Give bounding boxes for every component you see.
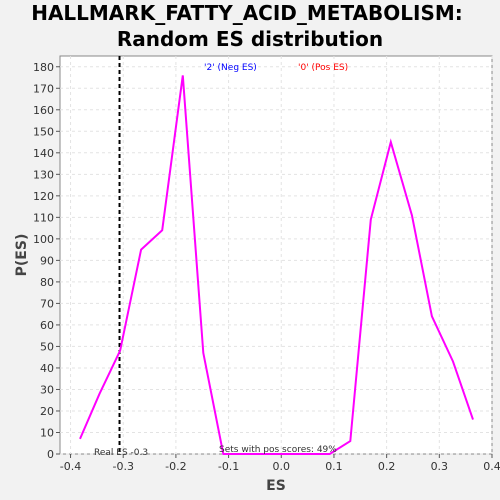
chart-title-line-2: Random ES distribution (117, 27, 383, 51)
chart-title-line-1: HALLMARK_FATTY_ACID_METABOLISM: (31, 1, 463, 25)
y-tick-label: 50 (40, 340, 54, 353)
series-line (79, 75, 474, 455)
y-tick-label: 0 (47, 448, 54, 461)
y-tick-label: 120 (33, 190, 54, 203)
plot-area (59, 55, 493, 455)
x-axis-ticks: -0.4 -0.3 -0.2 -0.1 0.0 0.1 0.2 0.3 0.4 (60, 454, 500, 473)
y-tick-label: 100 (33, 233, 54, 246)
x-tick-label: -0.4 (60, 460, 81, 473)
y-tick-label: 90 (40, 254, 54, 267)
y-tick-label: 10 (40, 426, 54, 439)
y-tick-label: 160 (33, 104, 54, 117)
y-tick-label: 70 (40, 297, 54, 310)
x-axis-label: ES (266, 478, 286, 494)
y-axis-ticks: 0 10 20 30 40 50 60 70 80 90 100 110 120 130 140 150 160… (33, 61, 60, 461)
y-tick-label: 170 (33, 82, 54, 95)
y-tick-label: 150 (33, 125, 54, 138)
y-tick-label: 60 (40, 319, 54, 332)
x-tick-label: -0.2 (165, 460, 186, 473)
y-tick-label: 180 (33, 61, 54, 74)
x-tick-label: 0.1 (325, 460, 343, 473)
y-tick-label: 110 (33, 211, 54, 224)
x-tick-label: -0.1 (218, 460, 239, 473)
x-tick-label: 0.0 (273, 460, 291, 473)
y-tick-label: 40 (40, 362, 54, 375)
y-tick-label: 140 (33, 147, 54, 160)
real-es-label: Real ES -0.3 (94, 448, 148, 458)
y-tick-label: 130 (33, 168, 54, 181)
y-tick-label: 30 (40, 383, 54, 396)
grid (60, 56, 493, 455)
x-tick-label: 0.2 (378, 460, 396, 473)
x-tick-label: -0.3 (112, 460, 133, 473)
legend-pos-es: '0' (Pos ES) (298, 63, 348, 73)
pos-scores-annotation: Sets with pos scores: 49% (219, 445, 337, 455)
legend-neg-es: '2' (Neg ES) (204, 63, 257, 73)
y-tick-label: 20 (40, 405, 54, 418)
y-tick-label: 80 (40, 276, 54, 289)
x-tick-label: 0.3 (431, 460, 449, 473)
x-tick-label: 0.4 (483, 460, 500, 473)
y-axis-label: P(ES) (14, 234, 30, 277)
